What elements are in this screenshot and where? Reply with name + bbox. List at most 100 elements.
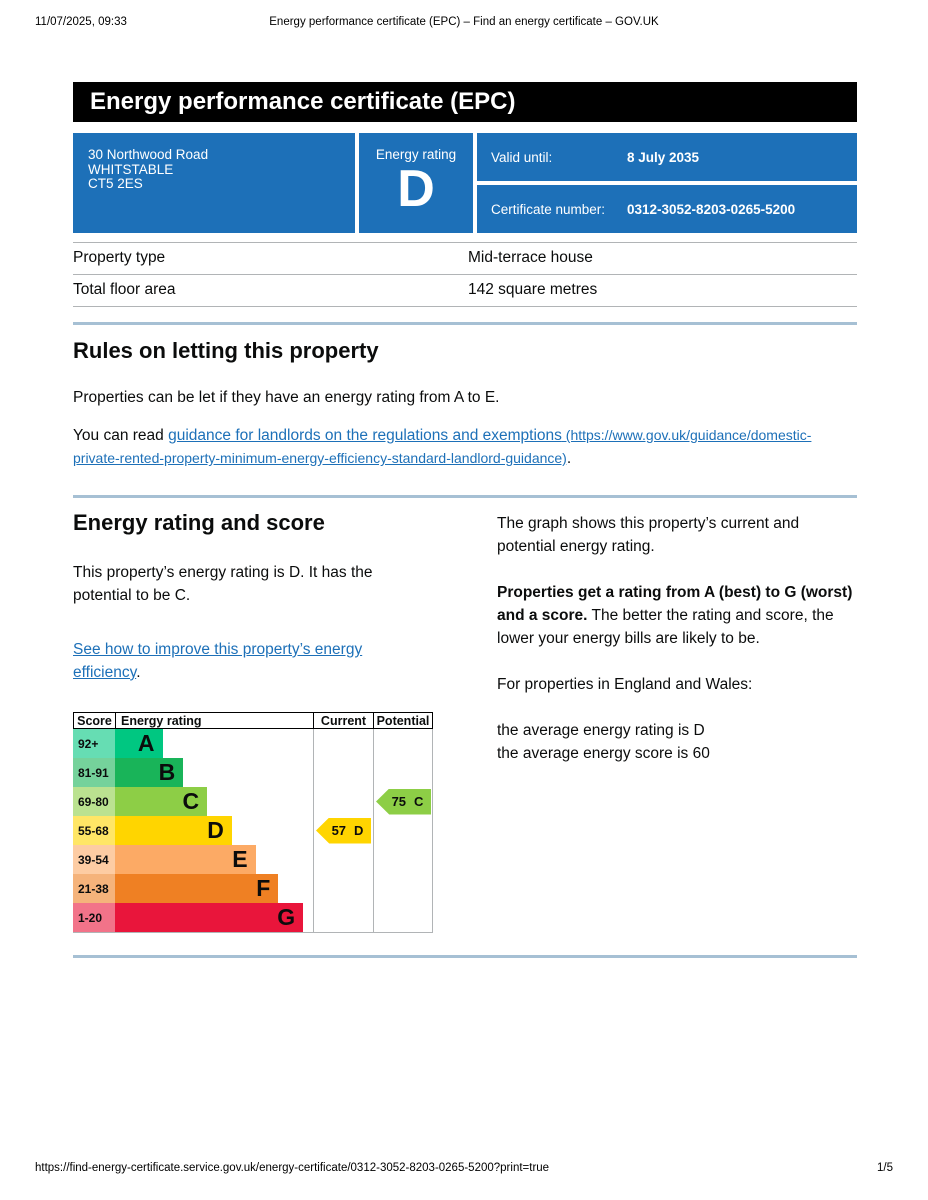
certificate-number-row: Certificate number: 0312-3052-8203-0265-… xyxy=(477,185,857,233)
epc-band-row-b: 81-91 B xyxy=(73,758,433,787)
valid-until-row: Valid until: 8 July 2035 xyxy=(477,133,857,181)
epc-bar-cell: C xyxy=(115,787,313,816)
landlord-guidance-link[interactable]: guidance for landlords on the regulation… xyxy=(73,427,811,467)
epc-band-letter: B xyxy=(158,759,176,785)
epc-header-energy-rating: Energy rating xyxy=(115,712,313,729)
epc-score-range: 92+ xyxy=(73,729,115,758)
epc-bar-d: D xyxy=(115,816,232,845)
floor-area-value: 142 square metres xyxy=(468,274,857,307)
valid-until-value: 8 July 2035 xyxy=(627,149,700,165)
epc-potential-score: 75 xyxy=(391,794,407,809)
epc-rating-chart: Score Energy rating Current Potential 92+ A 8… xyxy=(73,712,433,933)
print-datetime: 11/07/2025, 09:33 xyxy=(35,16,127,28)
epc-score-range: 69-80 xyxy=(73,787,115,816)
floor-area-label: Total floor area xyxy=(73,274,468,307)
epc-band-letter: A xyxy=(137,730,155,756)
epc-bar-c: C xyxy=(115,787,208,816)
energy-rating-label: Energy rating xyxy=(375,147,457,162)
epc-bar-f: F xyxy=(115,874,279,903)
epc-chart-header: Score Energy rating Current Potential xyxy=(73,712,433,729)
rules-paragraph: Properties can be let if they have an en… xyxy=(73,389,500,406)
valid-until-label: Valid until: xyxy=(491,149,553,165)
epc-potential-arrow: 75 C xyxy=(376,788,431,815)
print-title: Energy performance certificate (EPC) – F… xyxy=(269,16,659,28)
epc-potential-cell xyxy=(373,874,433,903)
certificate-banner: Energy performance certificate (EPC) xyxy=(73,82,857,122)
epc-bar-cell: E xyxy=(115,845,313,874)
epc-current-cell xyxy=(313,874,373,903)
epc-score-range: 55-68 xyxy=(73,816,115,845)
epc-bar-cell: A xyxy=(115,729,313,758)
epc-bar-e: E xyxy=(115,845,256,874)
epc-current-cell xyxy=(313,729,373,758)
epc-current-cell xyxy=(313,845,373,874)
rating-explainer-bold: Properties get a rating from A (best) to… xyxy=(497,584,853,624)
landlord-guidance-link-url: (https://www.gov.uk/guidance/domestic-pr… xyxy=(73,427,812,466)
epc-bar-a: A xyxy=(115,729,163,758)
epc-band-row-e: 39-54 E xyxy=(73,845,433,874)
rating-heading: Energy rating and score xyxy=(73,510,325,535)
energy-rating-box: Energy rating D xyxy=(359,133,473,233)
epc-potential-cell xyxy=(373,845,433,874)
section-divider xyxy=(73,495,857,498)
rating-left-column: Energy rating and score This property’s … xyxy=(73,510,433,933)
table-row: Property type Mid-terrace house xyxy=(73,242,857,275)
address-line-3: CT5 2ES xyxy=(88,176,143,191)
certificate-details: Valid until: 8 July 2035 Certificate num… xyxy=(477,133,857,233)
rating-summary-paragraph: This property’s energy rating is D. It h… xyxy=(73,564,373,604)
improve-efficiency-link-text: See how to improve this property’s energ… xyxy=(73,641,363,681)
epc-bar-cell: F xyxy=(115,874,313,903)
page-content: Energy performance certificate (EPC) 30 … xyxy=(73,82,857,958)
epc-band-letter: E xyxy=(232,846,248,872)
section-divider xyxy=(73,955,857,958)
page-title: Energy performance certificate (EPC) xyxy=(90,88,516,115)
epc-chart-body: 92+ A 81-91 B 69-80 C 75 C 55-68 D 57 D 39-54 E 21-38 F… xyxy=(73,729,433,933)
england-wales-paragraph: For properties in England and Wales: xyxy=(497,676,753,693)
property-summary-table: Property type Mid-terrace house Total fl… xyxy=(73,242,857,307)
rating-right-column: The graph shows this property’s current … xyxy=(497,510,857,933)
rules-guidance-paragraph: You can read guidance for landlords on t… xyxy=(73,424,833,470)
epc-band-letter: D xyxy=(207,817,224,843)
epc-current-cell xyxy=(313,903,373,932)
average-rating-line: the average energy rating is D xyxy=(497,722,705,739)
epc-potential-cell: 75 C xyxy=(373,787,433,816)
section-divider xyxy=(73,322,857,325)
improve-efficiency-link[interactable]: See how to improve this property’s energ… xyxy=(73,641,362,681)
address-line-2: WHITSTABLE xyxy=(88,161,174,177)
epc-potential-cell xyxy=(373,903,433,932)
print-footer-page-number: 1/5 xyxy=(877,1162,893,1174)
epc-band-letter: G xyxy=(277,904,296,930)
print-footer-url: https://find-energy-certificate.service.… xyxy=(35,1162,550,1174)
certificate-number-value: 0312-3052-8203-0265-5200 xyxy=(627,201,796,217)
epc-bar-cell: D xyxy=(115,816,313,845)
average-score-line: the average energy score is 60 xyxy=(497,745,710,762)
rules-guidance-suffix: . xyxy=(566,450,572,467)
energy-rating-section: Energy rating and score This property’s … xyxy=(73,510,857,933)
epc-bar-cell: G xyxy=(115,903,313,932)
epc-potential-cell xyxy=(373,729,433,758)
epc-current-cell: 57 D xyxy=(313,816,373,845)
print-footer: https://find-energy-certificate.service.… xyxy=(35,1162,893,1174)
table-row: Total floor area 142 square metres xyxy=(73,274,857,307)
epc-band-row-g: 1-20 G xyxy=(73,903,433,932)
epc-potential-cell xyxy=(373,816,433,845)
epc-bar-cell: B xyxy=(115,758,313,787)
epc-potential-letter: C xyxy=(414,794,424,809)
graph-description-paragraph: The graph shows this property’s current … xyxy=(497,515,800,555)
averages-paragraph: the average energy rating is D the avera… xyxy=(497,719,857,765)
rules-heading: Rules on letting this property xyxy=(73,338,379,363)
landlord-guidance-link-text: guidance for landlords on the regulation… xyxy=(168,427,562,444)
property-type-label: Property type xyxy=(73,242,468,275)
property-address: 30 Northwood Road WHITSTABLE CT5 2ES xyxy=(73,133,355,233)
epc-score-range: 39-54 xyxy=(73,845,115,874)
epc-band-row-a: 92+ A xyxy=(73,729,433,758)
print-header: 11/07/2025, 09:33 Energy performance cer… xyxy=(35,16,893,28)
epc-current-arrow: 57 D xyxy=(316,817,371,844)
epc-score-range: 21-38 xyxy=(73,874,115,903)
epc-bar-b: B xyxy=(115,758,184,787)
rating-explainer-rest: The better the rating and score, the low… xyxy=(497,607,834,647)
epc-current-cell xyxy=(313,787,373,816)
epc-header-current: Current xyxy=(313,712,373,729)
epc-band-row-c: 69-80 C 75 C xyxy=(73,787,433,816)
epc-score-range: 1-20 xyxy=(73,903,115,932)
